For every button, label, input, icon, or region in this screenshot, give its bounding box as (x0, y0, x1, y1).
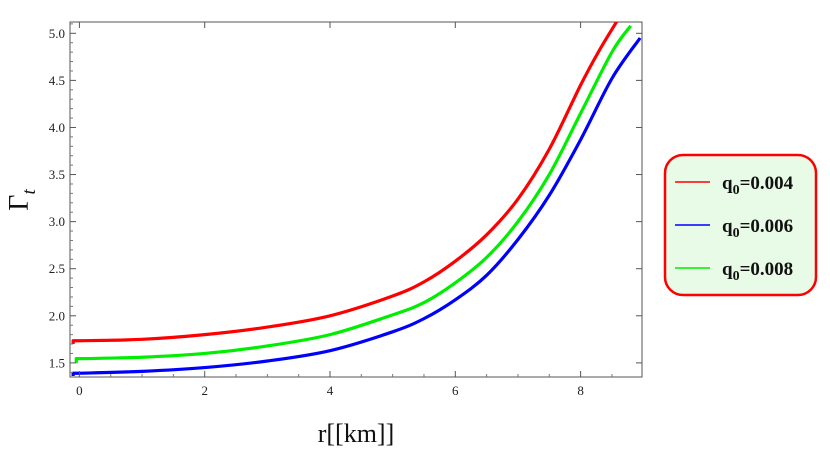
y-axis-label-sub: t (19, 189, 40, 195)
plot-frame (69, 21, 643, 378)
y-tick-label: 1.5 (49, 355, 65, 370)
legend-box (663, 153, 818, 297)
series-line (74, 24, 633, 363)
ticks-layer: 0 2 4 6 8 1.5 2.0 2.5 3.0 3.5 4.0 4.5 5.0 (49, 22, 642, 398)
y-tick-label: 4.5 (49, 73, 65, 88)
legend-entry-value: =0.006 (740, 216, 794, 237)
x-tick-label: 6 (452, 383, 459, 398)
legend-entry-main: q (722, 216, 733, 237)
legend-entry-value: =0.008 (740, 259, 794, 280)
legend-entry-main: q (722, 259, 733, 280)
legend-entry: q0=0.004 (722, 173, 794, 198)
x-axis-label: r[[km]] (318, 419, 395, 448)
x-tick-label: 2 (201, 383, 208, 398)
y-tick-label: 5.0 (49, 26, 65, 41)
x-tick-label: 4 (327, 383, 334, 398)
y-tick-label: 4.0 (49, 120, 65, 135)
series-line (71, 37, 642, 377)
legend-entry-sub: 0 (733, 183, 740, 198)
y-axis-label-main: Γ (4, 195, 35, 211)
y-tick-label: 3.0 (49, 214, 65, 229)
y-axis-label: Γt (4, 189, 40, 211)
y-tick-label: 2.0 (49, 308, 65, 323)
svg-text:Γt: Γt (4, 189, 40, 211)
legend-entry-sub: 0 (733, 269, 740, 284)
x-tick-label: 0 (76, 383, 83, 398)
y-tick-label: 2.5 (49, 261, 65, 276)
legend-entry: q0=0.008 (722, 259, 793, 284)
legend-entry: q0=0.006 (722, 216, 793, 241)
y-tick-label: 3.5 (49, 167, 65, 182)
legend-entry-sub: 0 (733, 226, 740, 241)
series-line (71, 22, 619, 345)
series-layer (71, 22, 642, 377)
x-tick-label: 8 (577, 383, 584, 398)
legend-entry-value: =0.004 (740, 173, 794, 194)
legend-entry-main: q (722, 173, 733, 194)
